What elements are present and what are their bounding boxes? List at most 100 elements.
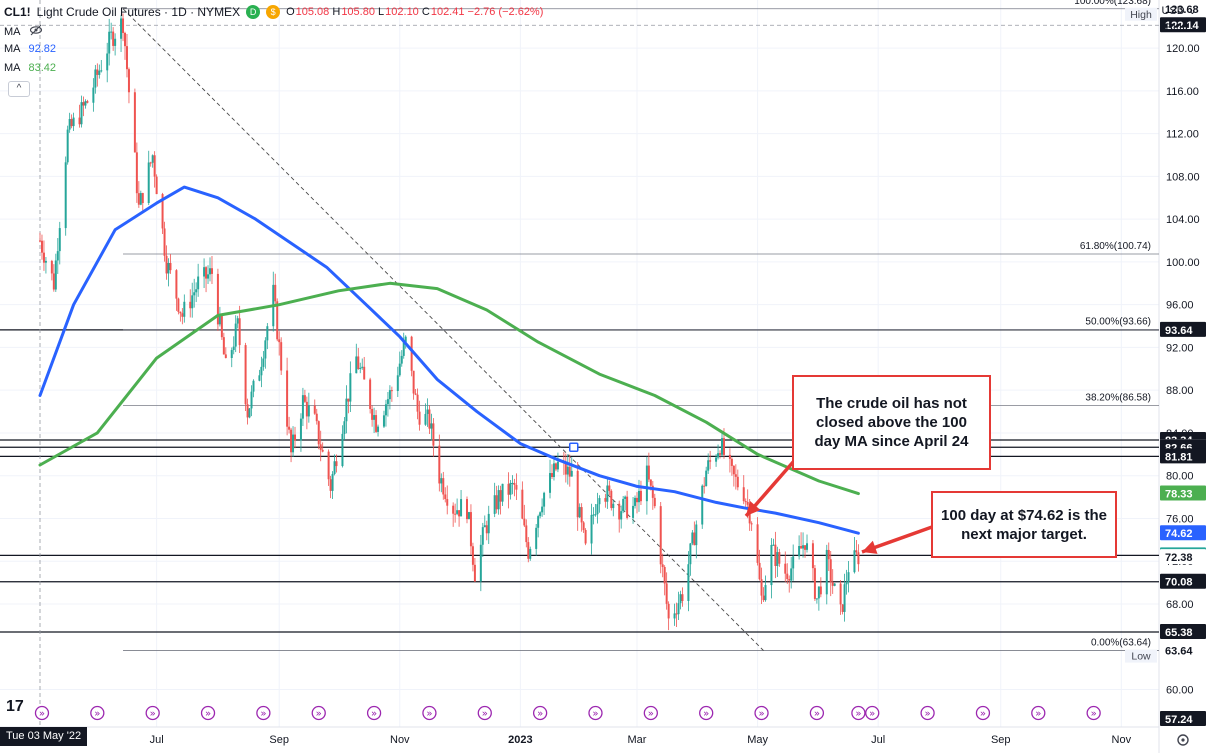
candle xyxy=(730,457,733,476)
candle xyxy=(236,315,239,329)
event-marker[interactable]: » xyxy=(643,705,658,721)
candle-body xyxy=(843,584,846,612)
candle xyxy=(465,496,468,524)
fib-side-label-bg xyxy=(1125,649,1157,663)
candle-body xyxy=(414,393,417,395)
candle xyxy=(539,511,542,519)
event-marker[interactable]: » xyxy=(90,705,105,721)
candle xyxy=(317,420,320,450)
event-marker-glyph: » xyxy=(94,709,100,720)
candle xyxy=(598,495,601,513)
candle-body xyxy=(592,514,595,516)
delayed-badge[interactable]: D xyxy=(246,5,261,19)
candle-body xyxy=(618,503,621,520)
event-marker-glyph: » xyxy=(703,709,709,720)
currency-badge[interactable]: $ xyxy=(266,5,281,19)
indicator-ma-2[interactable]: MA 92.82 xyxy=(4,43,56,55)
candle-body xyxy=(108,31,111,54)
candle xyxy=(418,400,421,431)
candle-body xyxy=(418,411,421,425)
candle xyxy=(776,546,779,577)
event-marker[interactable]: » xyxy=(975,705,991,721)
event-marker[interactable]: » xyxy=(311,705,326,721)
event-marker[interactable]: » xyxy=(145,705,160,721)
eye-off-icon[interactable] xyxy=(29,24,43,39)
candle xyxy=(124,31,127,60)
candle-body xyxy=(695,524,698,546)
event-marker[interactable]: » xyxy=(477,705,492,721)
candle-body xyxy=(66,129,69,163)
event-marker[interactable]: » xyxy=(34,705,50,721)
fib-level-label: 61.80%(100.74) xyxy=(1080,241,1151,252)
candle-body xyxy=(210,268,213,274)
settings-icon[interactable] xyxy=(1177,734,1189,746)
candle-body xyxy=(388,390,391,400)
candle-body xyxy=(426,409,429,414)
candle xyxy=(788,575,791,593)
indicator-ma-3[interactable]: MA 83.42 xyxy=(4,62,56,74)
event-marker-glyph: » xyxy=(869,709,875,720)
candle-body xyxy=(135,152,138,194)
event-marker[interactable]: » xyxy=(809,705,825,721)
event-marker[interactable]: » xyxy=(366,705,382,721)
event-marker[interactable]: » xyxy=(588,705,603,721)
candle xyxy=(177,297,180,315)
event-marker[interactable]: » xyxy=(532,705,548,721)
x-tick-label: Sep xyxy=(269,734,289,746)
currency-select[interactable]: USD ⌄ xyxy=(1161,5,1197,17)
candle-body xyxy=(181,313,184,317)
event-marker[interactable]: » xyxy=(851,705,866,721)
event-marker[interactable]: » xyxy=(422,705,437,721)
candle xyxy=(222,332,225,355)
event-marker[interactable]: » xyxy=(1086,705,1101,721)
candle xyxy=(705,466,708,487)
candle-body xyxy=(550,473,553,478)
candle xyxy=(550,464,553,480)
event-marker[interactable]: » xyxy=(699,705,714,721)
candle-body xyxy=(321,449,324,452)
candle xyxy=(750,521,753,531)
event-marker[interactable]: » xyxy=(865,705,880,721)
candle-body xyxy=(772,544,775,546)
candle xyxy=(513,478,516,497)
candle xyxy=(189,289,192,318)
candle-body xyxy=(590,514,593,544)
event-marker-ring xyxy=(90,705,105,721)
candles xyxy=(39,13,860,631)
indicator-ma-1[interactable]: MA xyxy=(4,24,43,39)
candle-body xyxy=(709,460,712,462)
candle-body xyxy=(511,482,514,484)
candle xyxy=(487,505,490,544)
event-marker[interactable]: » xyxy=(200,705,216,721)
candle-body xyxy=(410,336,413,371)
price-tag-bg xyxy=(1160,573,1206,589)
candle-body xyxy=(647,465,650,480)
unit-select[interactable]: BLL ⌄ xyxy=(1165,22,1197,34)
candle-body xyxy=(329,479,332,491)
candle xyxy=(456,498,459,516)
candle-body xyxy=(278,339,281,343)
price-tag-bg xyxy=(1160,321,1206,337)
candle xyxy=(663,565,666,596)
candle-body xyxy=(541,506,544,513)
callout-target-note: 100 day at $74.62 is the next major targ… xyxy=(931,491,1117,558)
candle xyxy=(216,268,219,331)
candle-body xyxy=(554,463,557,470)
symbol-label[interactable]: CL1! xyxy=(4,5,31,19)
candle xyxy=(467,511,470,520)
candle-body xyxy=(483,525,486,528)
event-marker[interactable]: » xyxy=(754,705,769,721)
event-marker[interactable]: » xyxy=(1031,705,1046,721)
candle-body xyxy=(84,101,87,106)
candle-body xyxy=(64,162,67,229)
candle-body xyxy=(523,518,526,526)
event-marker[interactable]: » xyxy=(920,705,935,721)
event-marker[interactable]: » xyxy=(256,705,271,721)
candle-body xyxy=(179,311,182,314)
candle xyxy=(772,538,775,546)
candle-body xyxy=(612,503,615,509)
candle-body xyxy=(444,494,447,500)
collapse-legend-button[interactable]: ^ xyxy=(8,81,30,97)
tradingview-logo[interactable]: 17 xyxy=(6,698,24,715)
